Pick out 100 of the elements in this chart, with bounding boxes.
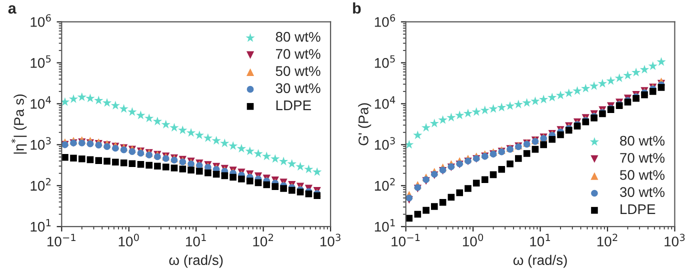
point (110, 100, 120, 110)
x-axis-title: ω (rad/s) (513, 254, 567, 268)
point (119, 104, 128, 113)
point (490, 171, 497, 178)
point (154, 162, 161, 170)
legend-label: 50 wt% (620, 170, 665, 180)
point (146, 162, 153, 169)
y-tick-label: 10$^{2}$ (30, 178, 50, 191)
point (70, 154, 77, 162)
point (254, 179, 262, 186)
legend-label: 30 wt% (620, 187, 665, 198)
point (406, 194, 413, 202)
legend-label: 70 wt% (276, 49, 320, 59)
point (146, 152, 153, 158)
point (581, 84, 590, 92)
point (102, 98, 112, 107)
y-tick-label: 10$^{3}$ (374, 137, 395, 150)
point (120, 159, 128, 166)
point (421, 122, 431, 132)
point (152, 116, 162, 126)
point (532, 146, 539, 153)
x-tick-label: 10$^{3}$ (664, 234, 685, 246)
point (497, 102, 506, 112)
point (170, 122, 179, 132)
point (480, 106, 490, 114)
y-tick-label: 10$^{6}$ (30, 14, 51, 27)
legend-label: 30 wt% (276, 83, 320, 94)
y-tick-label: 10$^{3}$ (30, 137, 51, 150)
y-tick-label: 10$^{5}$ (374, 55, 395, 68)
point (463, 108, 473, 118)
point (430, 203, 438, 210)
point (312, 167, 322, 176)
point (296, 162, 305, 171)
point (236, 144, 246, 153)
point (464, 185, 472, 192)
point (77, 92, 86, 102)
x-tick-label: 10$^{3}$ (320, 234, 340, 246)
x-tick-label: 10$^{1}$ (186, 234, 206, 246)
point (556, 90, 566, 100)
point (523, 150, 530, 157)
point (68, 94, 78, 103)
point (506, 160, 514, 168)
point (262, 152, 272, 160)
point (245, 146, 254, 156)
point (272, 183, 279, 190)
point (430, 118, 439, 128)
point (472, 180, 480, 187)
point (505, 101, 515, 110)
x-tick-label: 10$^{0}$ (463, 234, 484, 246)
point (498, 166, 506, 173)
point (658, 84, 665, 91)
point (86, 94, 95, 102)
point (186, 128, 196, 137)
legend-label: 50 wt% (276, 66, 320, 76)
point (78, 155, 86, 162)
point (112, 158, 119, 166)
point (631, 68, 641, 76)
point (161, 120, 170, 128)
point (530, 96, 540, 106)
point (514, 100, 523, 108)
point (203, 133, 213, 142)
legend-label: 80 wt% (620, 136, 665, 146)
point (413, 130, 422, 140)
point (137, 161, 144, 168)
point (515, 155, 522, 162)
x-tick-label: 10$^{2}$ (253, 234, 273, 246)
point (280, 185, 287, 192)
point (305, 190, 312, 198)
point (162, 155, 170, 162)
point (438, 115, 448, 124)
point (439, 198, 446, 206)
legend-label: 70 wt% (620, 152, 665, 163)
point (144, 114, 154, 122)
point (614, 73, 624, 82)
point (194, 130, 204, 140)
point (212, 136, 221, 145)
point (656, 57, 666, 66)
point (104, 158, 110, 165)
point (640, 64, 650, 74)
legend-label: 80 wt% (276, 32, 320, 42)
point (488, 104, 498, 113)
point (254, 148, 263, 158)
point (170, 164, 178, 172)
point (540, 141, 547, 148)
point (456, 189, 464, 196)
point (287, 159, 296, 168)
point (128, 160, 136, 168)
point (448, 194, 455, 201)
y-tick-label: 10$^{1}$ (374, 219, 395, 232)
point (196, 168, 203, 175)
point (238, 176, 245, 182)
point (179, 166, 186, 172)
x-tick-label: 10$^{−1}$ (48, 234, 76, 246)
x-tick-label: 10$^{2}$ (597, 234, 618, 246)
point (95, 157, 102, 164)
x-axis-title: ω (rad/s) (169, 254, 223, 268)
point (589, 81, 599, 90)
point (137, 150, 144, 157)
point (154, 153, 161, 160)
point (128, 148, 136, 155)
